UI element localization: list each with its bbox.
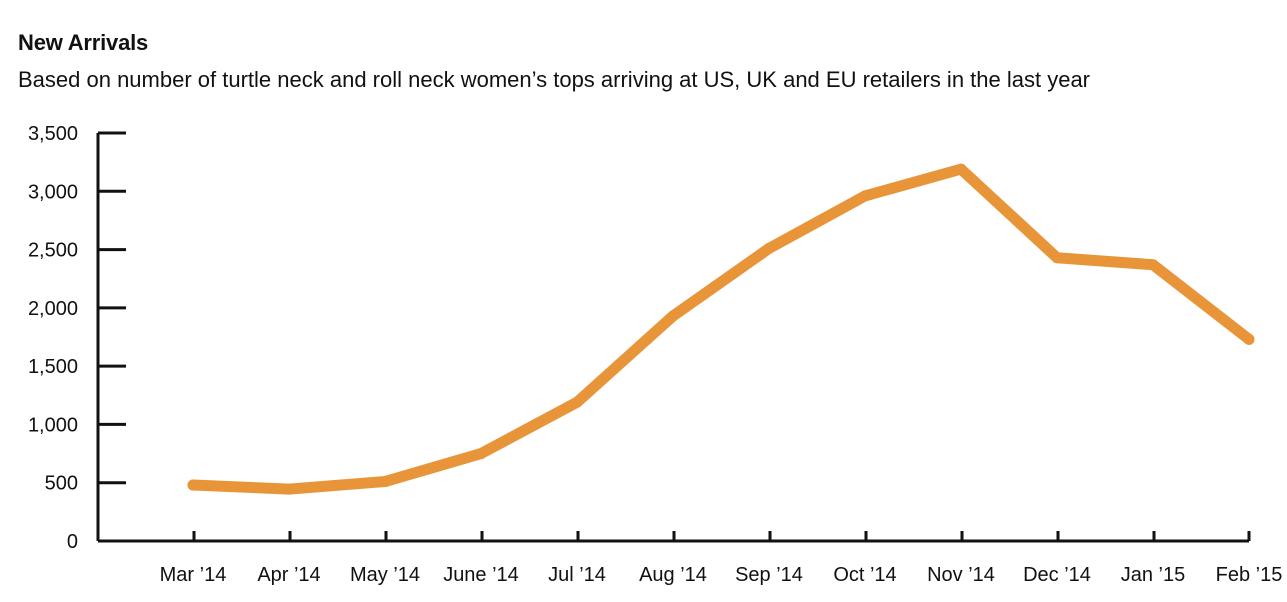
data-point bbox=[1051, 252, 1063, 264]
data-point bbox=[955, 163, 967, 175]
data-point bbox=[1147, 259, 1159, 271]
data-point bbox=[571, 396, 583, 408]
data-point bbox=[1243, 333, 1255, 345]
y-tick-label: 2,500 bbox=[28, 240, 78, 262]
data-point bbox=[667, 310, 679, 322]
x-axis: Mar ’14 Apr ’14 May ’14 June ’14 Jul ’14 Aug … bbox=[98, 531, 1282, 586]
x-tick-label: Nov ’14 bbox=[927, 564, 995, 586]
y-tick-label: 3,000 bbox=[28, 181, 78, 203]
chart-title: New Arrivals bbox=[18, 30, 149, 55]
x-tick-label: May ’14 bbox=[350, 564, 420, 586]
y-tick-label: 500 bbox=[45, 473, 78, 495]
data-point bbox=[763, 242, 775, 254]
y-tick-label: 2,000 bbox=[28, 298, 78, 320]
chart-subtitle: Based on number of turtle neck and roll … bbox=[18, 67, 1091, 92]
data-point bbox=[187, 479, 199, 491]
y-axis: 0 500 1,000 1,500 2,000 2,500 3,000 3,500 bbox=[28, 123, 126, 553]
x-tick-label: Feb ’15 bbox=[1216, 564, 1283, 586]
x-tick-label: Apr ’14 bbox=[257, 564, 320, 586]
x-tick-label: Oct ’14 bbox=[833, 564, 896, 586]
x-tick-label: Mar ’14 bbox=[160, 564, 227, 586]
data-point bbox=[859, 190, 871, 202]
series-layer bbox=[187, 163, 1255, 495]
data-point bbox=[283, 483, 295, 495]
x-tick-label: Aug ’14 bbox=[639, 564, 707, 586]
data-point bbox=[379, 476, 391, 488]
x-tick-label: Jul ’14 bbox=[548, 564, 606, 586]
y-tick-label: 3,500 bbox=[28, 123, 78, 145]
y-tick-label: 1,500 bbox=[28, 356, 78, 378]
x-tick-label: Sep ’14 bbox=[735, 564, 803, 586]
series-line bbox=[187, 163, 1255, 495]
x-tick-label: Dec ’14 bbox=[1023, 564, 1091, 586]
y-tick-label: 0 bbox=[67, 531, 78, 553]
x-tick-label: June ’14 bbox=[443, 564, 519, 586]
data-point bbox=[475, 448, 487, 460]
x-tick-label: Jan ’15 bbox=[1121, 564, 1186, 586]
y-tick-label: 1,000 bbox=[28, 414, 78, 436]
